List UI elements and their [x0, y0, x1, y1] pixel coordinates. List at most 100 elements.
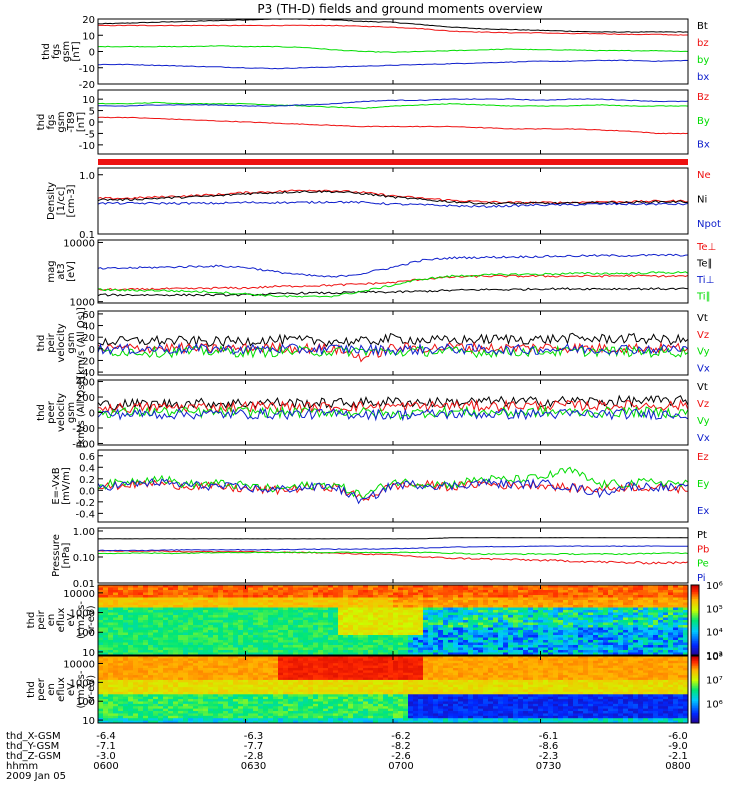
heatmap-cell: [308, 665, 314, 669]
heatmap-cell: [563, 597, 569, 601]
heatmap-cell: [198, 595, 204, 598]
series-line-Vx: [97, 407, 689, 422]
heatmap-cell: [228, 595, 234, 598]
heatmap-cell: [293, 720, 299, 724]
heatmap-cell: [208, 640, 214, 643]
heatmap-cell: [213, 637, 219, 641]
heatmap-cell: [393, 625, 399, 628]
heatmap-cell: [378, 617, 384, 621]
heatmap-cell: [378, 640, 384, 643]
heatmap-cell: [228, 645, 234, 648]
heatmap-cell: [143, 675, 149, 678]
heatmap-cell: [123, 711, 129, 714]
heatmap-cell: [613, 627, 619, 631]
heatmap-cell: [198, 699, 204, 702]
heatmap-cell: [578, 592, 584, 596]
heatmap-cell: [583, 647, 589, 651]
heatmap-cell: [423, 622, 429, 626]
heatmap-cell: [223, 587, 229, 591]
heatmap-cell: [478, 602, 484, 606]
heatmap-cell: [613, 612, 619, 616]
heatmap-cell: [228, 701, 234, 705]
heatmap-cell: [308, 718, 314, 721]
heatmap-cell: [423, 645, 429, 648]
heatmap-cell: [458, 637, 464, 641]
heatmap-cell: [333, 691, 339, 695]
heatmap-cell: [113, 660, 119, 664]
heatmap-cell: [378, 650, 384, 653]
heatmap-cell: [528, 617, 534, 621]
heatmap-cell: [408, 625, 414, 628]
heatmap-cell: [108, 706, 114, 710]
heatmap-cell: [98, 630, 104, 633]
heatmap-cell: [288, 699, 294, 702]
heatmap-cell: [373, 630, 379, 633]
heatmap-cell: [538, 640, 544, 643]
heatmap-cell: [263, 607, 269, 611]
heatmap-cell: [178, 625, 184, 628]
heatmap-cell: [513, 632, 519, 636]
heatmap-cell: [158, 640, 164, 643]
heatmap-cell: [328, 625, 334, 628]
heatmap-cell: [108, 682, 114, 686]
heatmap-cell: [278, 652, 284, 656]
heatmap-cell: [498, 592, 504, 596]
heatmap-cell: [568, 585, 574, 588]
heatmap-cell: [198, 696, 204, 700]
heatmap-cell: [163, 701, 169, 705]
heatmap-cell: [253, 656, 259, 659]
heatmap-cell: [603, 607, 609, 611]
heatmap-cell: [373, 610, 379, 613]
heatmap-cell: [478, 625, 484, 628]
heatmap-cell: [273, 691, 279, 695]
heatmap-cell: [603, 605, 609, 608]
heatmap-cell: [228, 607, 234, 611]
heatmap-cell: [268, 699, 274, 702]
heatmap-cell: [128, 706, 134, 710]
heatmap-cell: [98, 699, 104, 702]
heatmap-cell: [303, 610, 309, 613]
heatmap-cell: [413, 650, 419, 653]
heatmap-cell: [288, 703, 294, 707]
series-line-by: [97, 45, 689, 53]
heatmap-cell: [338, 708, 344, 712]
heatmap-cell: [468, 645, 474, 648]
heatmap-cell: [198, 682, 204, 686]
heatmap-cell: [248, 635, 254, 638]
heatmap-cell: [253, 696, 259, 700]
heatmap-cell: [303, 689, 309, 693]
heatmap-cell: [123, 605, 129, 608]
heatmap-cell: [113, 658, 119, 662]
heatmap-cell: [583, 642, 589, 646]
heatmap-cell: [213, 694, 219, 698]
heatmap-cell: [338, 677, 344, 681]
heatmap-cell: [203, 713, 209, 717]
heatmap-cell: [418, 640, 424, 643]
heatmap-cell: [348, 605, 354, 608]
colorbar-tick-label: 10⁵: [706, 604, 723, 615]
heatmap-cell: [653, 645, 659, 648]
heatmap-cell: [173, 691, 179, 695]
heatmap-cell: [198, 670, 204, 674]
heatmap-cell: [488, 652, 494, 656]
heatmap-cell: [663, 640, 669, 643]
heatmap-cell: [528, 600, 534, 603]
heatmap-cell: [468, 632, 474, 636]
heatmap-cell: [523, 622, 529, 626]
colorbar-step: [691, 611, 699, 614]
heatmap-cell: [138, 699, 144, 702]
heatmap-cell: [248, 691, 254, 695]
heatmap-cell: [253, 627, 259, 631]
heatmap-cell: [128, 642, 134, 646]
heatmap-cell: [468, 605, 474, 608]
heatmap-cell: [118, 595, 124, 598]
heatmap-cell: [258, 687, 264, 690]
heatmap-cell: [148, 677, 154, 681]
heatmap-cell: [123, 642, 129, 646]
heatmap-cell: [153, 656, 159, 659]
heatmap-cell: [118, 708, 124, 712]
heatmap-cell: [278, 597, 284, 601]
heatmap-cell: [308, 607, 314, 611]
heatmap-cell: [133, 713, 139, 717]
heatmap-cell: [673, 640, 679, 643]
